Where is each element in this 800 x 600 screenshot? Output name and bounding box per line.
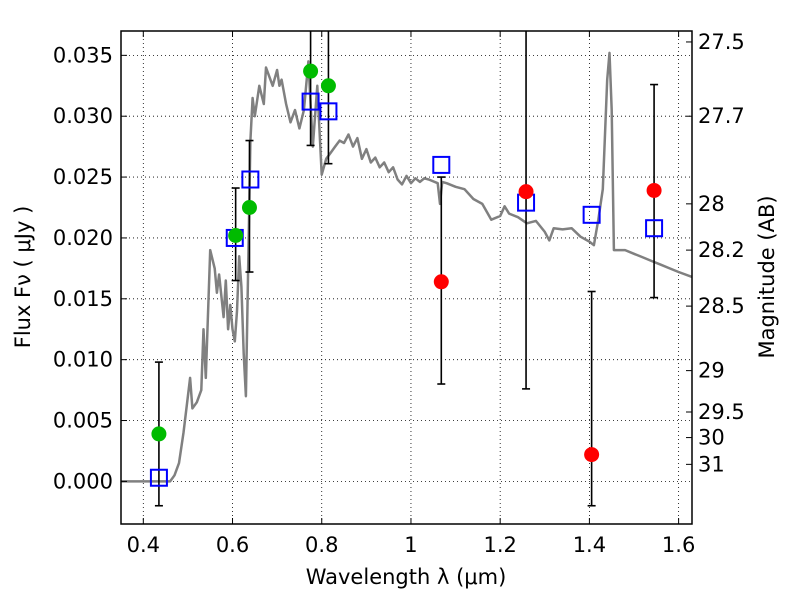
model-photometry-square	[645, 219, 664, 238]
x-tick-label: 1.4	[573, 533, 606, 557]
y-tick-labels: 0.000 0.005 0.010 0.015 0.020 0.025 0.030 0.035	[53, 43, 113, 493]
x-tick-label: 0.8	[305, 533, 338, 557]
model-photometry-square	[241, 170, 260, 189]
observed-flux-point	[584, 447, 600, 463]
plot-frame	[120, 30, 693, 525]
model-photometry-square	[301, 92, 320, 111]
right-tick-label: 28.2	[698, 238, 745, 262]
plot-marks	[121, 31, 693, 507]
right-tick-label: 29.5	[698, 400, 745, 424]
right-tick-label: 27.5	[698, 30, 745, 54]
y-tick-label: 0.010	[53, 348, 113, 372]
y-tick-label: 0.000	[53, 469, 113, 493]
x-tick-label: 1.6	[662, 533, 695, 557]
tick-marks	[121, 31, 692, 524]
observed-flux-point	[228, 228, 244, 244]
observed-flux-point	[433, 274, 449, 290]
y-axis-label: Flux Fν ( μJy )	[11, 206, 35, 349]
observed-flux-point	[518, 184, 534, 200]
x-tick-label: 1.2	[483, 533, 516, 557]
observed-flux-point	[241, 200, 257, 216]
right-axis-label: Magnitude (AB)	[755, 195, 779, 358]
y-tick-label: 0.035	[53, 43, 113, 67]
model-photometry-square	[432, 155, 451, 174]
observed-flux-point	[151, 426, 167, 442]
x-tick-label: 0.6	[216, 533, 249, 557]
right-tick-label: 29	[698, 359, 725, 383]
y-tick-label: 0.005	[53, 409, 113, 433]
x-axis-label: Wavelength λ (μm)	[306, 565, 507, 589]
y-tick-label: 0.020	[53, 226, 113, 250]
right-tick-label: 30	[698, 426, 725, 450]
model-spectrum-line	[121, 51, 693, 483]
model-photometry-square	[319, 102, 338, 121]
y-tick-label: 0.015	[53, 287, 113, 311]
y-tick-label: 0.030	[53, 104, 113, 128]
y-tick-label: 0.025	[53, 165, 113, 189]
right-tick-label: 28	[698, 192, 725, 216]
observed-flux-point	[320, 78, 336, 94]
model-photometry-square	[582, 205, 601, 224]
observed-flux-point	[646, 182, 662, 198]
x-tick-label: 1	[404, 533, 417, 557]
x-tick-labels: 0.4 0.6 0.8 1 1.2 1.4 1.6	[127, 533, 696, 557]
observed-flux-point	[303, 63, 319, 79]
right-tick-label: 27.7	[698, 104, 745, 128]
x-tick-label: 0.4	[127, 533, 160, 557]
right-tick-label: 28.5	[698, 294, 745, 318]
right-tick-label: 31	[698, 452, 725, 476]
model-photometry-square	[149, 468, 168, 487]
